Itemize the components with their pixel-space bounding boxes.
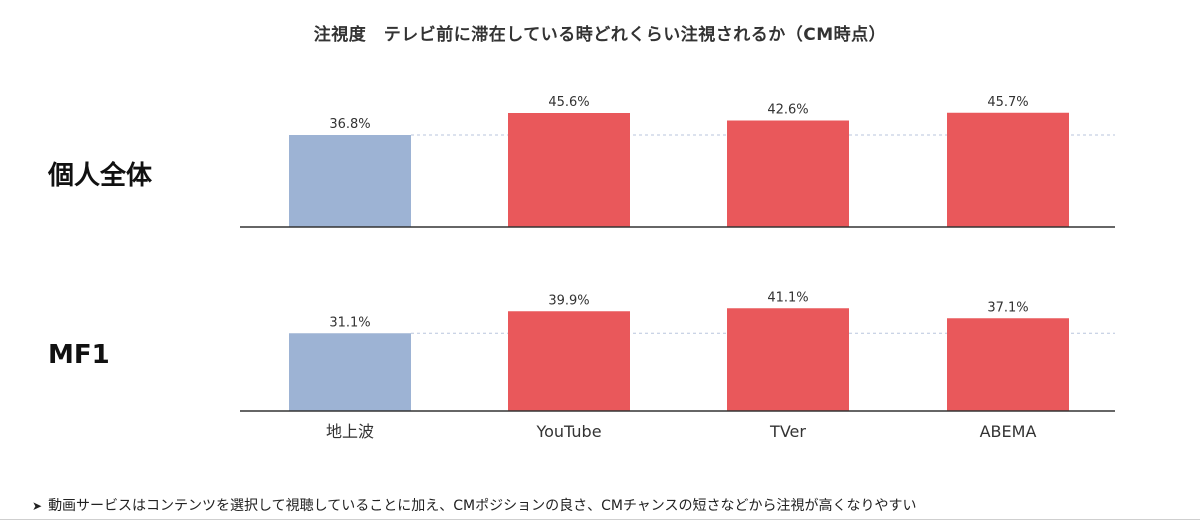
bar <box>508 311 630 411</box>
data-label: 39.9% <box>548 293 589 308</box>
data-label: 42.6% <box>767 103 808 118</box>
category-label: YouTube <box>535 422 601 441</box>
data-label: 45.6% <box>548 95 589 110</box>
bar <box>947 112 1069 227</box>
bar <box>508 113 630 227</box>
footnote-text: 動画サービスはコンテンツを選択して視聴していることに加え、CMポジションの良さ、… <box>48 498 917 514</box>
category-label: TVer <box>769 422 806 441</box>
arrow-marker-icon: ➤ <box>32 499 43 513</box>
bar <box>289 135 411 227</box>
bar-chart: 36.8% 45.6% 42.6% 45.7% 31.1% 39.9% 41.1% 37.1%… <box>240 95 1115 441</box>
data-label: 31.1% <box>329 315 370 330</box>
bar <box>727 308 849 411</box>
bar <box>947 318 1069 411</box>
data-label: 36.8% <box>329 117 370 132</box>
data-label: 45.7% <box>987 95 1028 110</box>
data-label: 41.1% <box>767 290 808 305</box>
data-label: 37.1% <box>987 300 1028 315</box>
group-label-mf1: MF1 <box>48 340 110 370</box>
group-label-all: 個人全体 <box>48 161 153 191</box>
footnote: ➤ 動画サービスはコンテンツを選択して視聴していることに加え、CMポジションの良さ… <box>32 495 917 515</box>
category-label: 地上波 <box>326 422 374 441</box>
chart-title: 注視度 テレビ前に滞在している時どれくらい注視されるか（CM時点） <box>313 25 887 45</box>
bar <box>289 333 411 411</box>
category-label: ABEMA <box>980 422 1037 441</box>
bar <box>727 120 849 227</box>
